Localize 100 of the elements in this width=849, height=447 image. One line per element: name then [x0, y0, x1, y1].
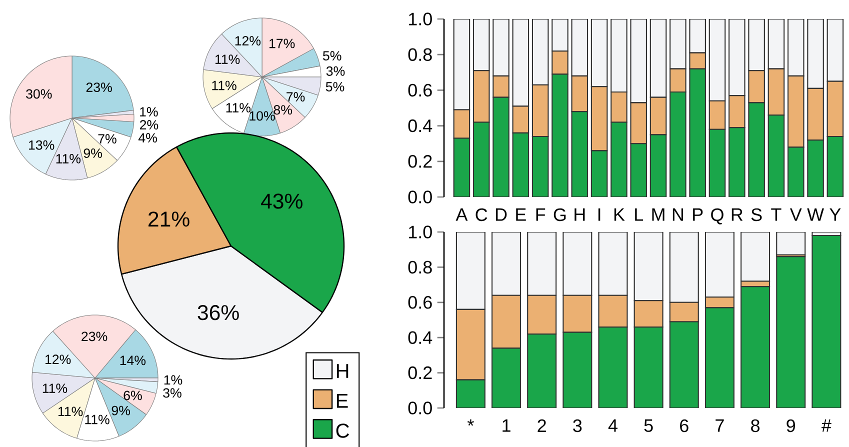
- data-label: 23%: [82, 332, 108, 342]
- data-label: 6%: [124, 390, 142, 400]
- data-label: 5%: [322, 51, 342, 60]
- data-label: 23%: [86, 82, 112, 92]
- bar: [670, 91, 686, 197]
- x-tick-label: F: [536, 208, 546, 221]
- bar: [670, 19, 686, 70]
- y-tick-label: 1.0: [408, 12, 432, 26]
- bar: [528, 334, 556, 408]
- bar: [807, 140, 824, 197]
- bar: [456, 232, 486, 310]
- x-tick-label: 5: [644, 419, 653, 432]
- bar: [787, 19, 804, 76]
- data-label: 11%: [56, 154, 81, 164]
- bar: [527, 232, 557, 296]
- y-tick-label: 0.6: [408, 296, 432, 309]
- bar: [689, 19, 706, 54]
- x-tick-label: *: [467, 419, 474, 426]
- x-tick-label: A: [456, 208, 468, 221]
- x-tick-label: 9: [786, 419, 796, 432]
- bar: [552, 74, 568, 197]
- y-tick-label: 1.0: [408, 226, 432, 238]
- bar: [634, 327, 663, 408]
- bar: [492, 348, 520, 408]
- bar: [492, 19, 510, 76]
- data-label: 21%: [148, 212, 190, 227]
- data-label: 43%: [261, 194, 302, 209]
- bar: [705, 308, 734, 408]
- bar: [728, 19, 746, 96]
- bar: [590, 19, 608, 88]
- data-label: 11%: [226, 103, 251, 112]
- bar: [532, 136, 549, 197]
- data-label: 9%: [112, 406, 130, 416]
- x-tick-label: 1: [502, 419, 510, 432]
- x-tick-label: I: [598, 208, 600, 221]
- bar: [812, 234, 842, 408]
- bar: [708, 128, 726, 197]
- x-tick-label: 6: [680, 419, 688, 432]
- bar: [610, 19, 628, 93]
- y-tick-label: 0.2: [408, 366, 432, 380]
- bar: [492, 96, 510, 197]
- x-tick-label: V: [790, 208, 802, 221]
- y-tick-label: 0.8: [408, 260, 432, 274]
- bar: [491, 232, 522, 296]
- x-tick-label: R: [732, 208, 743, 221]
- bar: [650, 19, 667, 98]
- bar: [748, 19, 765, 72]
- y-tick-label: 0.0: [408, 402, 432, 414]
- x-tick-label: E: [516, 208, 526, 221]
- x-tick-label: K: [614, 208, 625, 221]
- bar: [669, 232, 699, 303]
- y-tick-label: 0.4: [408, 119, 432, 132]
- bar: [590, 150, 608, 197]
- x-tick-label: G: [554, 208, 566, 222]
- x-tick-label: T: [771, 208, 782, 221]
- data-label: 11%: [42, 384, 68, 393]
- x-tick-label: C: [476, 208, 488, 222]
- x-tick-label: 7: [716, 419, 724, 432]
- data-label: 7%: [98, 134, 116, 144]
- bar: [670, 322, 698, 408]
- x-tick-label: N: [672, 208, 683, 221]
- bar: [728, 127, 746, 197]
- x-tick-label: H: [574, 208, 585, 221]
- data-label: 30%: [26, 89, 52, 99]
- bar: [708, 19, 726, 102]
- data-label: 13%: [28, 140, 54, 150]
- bar: [512, 132, 529, 197]
- x-tick-label: Q: [711, 208, 724, 224]
- x-tick-label: Y: [830, 208, 841, 221]
- bar: [598, 232, 628, 296]
- bar: [562, 232, 592, 296]
- bar: [826, 19, 844, 82]
- data-label: 11%: [215, 54, 240, 64]
- bar: [492, 75, 510, 98]
- data-label: 36%: [198, 305, 239, 320]
- bar: [650, 134, 667, 197]
- y-tick-label: 0.8: [408, 48, 432, 61]
- data-label: 11%: [212, 80, 236, 90]
- x-tick-label: W: [807, 208, 824, 221]
- y-tick-label: 0.2: [408, 155, 432, 168]
- data-label: 14%: [120, 356, 146, 366]
- data-label: 12%: [46, 354, 71, 364]
- x-tick-label: #: [822, 419, 832, 432]
- bar: [456, 380, 485, 408]
- bar: [740, 232, 770, 282]
- legend-label: H: [336, 364, 348, 378]
- bar: [768, 114, 785, 197]
- data-label: 3%: [163, 388, 182, 398]
- data-label: 9%: [84, 148, 102, 158]
- bar: [552, 19, 568, 52]
- bar: [453, 19, 470, 110]
- x-tick-label: L: [635, 208, 644, 221]
- bar: [571, 111, 588, 197]
- bar: [634, 232, 664, 302]
- x-tick-label: D: [496, 208, 507, 221]
- bar: [776, 256, 806, 408]
- bar: [563, 332, 592, 408]
- data-label: 10%: [250, 111, 275, 121]
- y-tick-label: 0.4: [408, 331, 432, 344]
- bar: [768, 19, 785, 70]
